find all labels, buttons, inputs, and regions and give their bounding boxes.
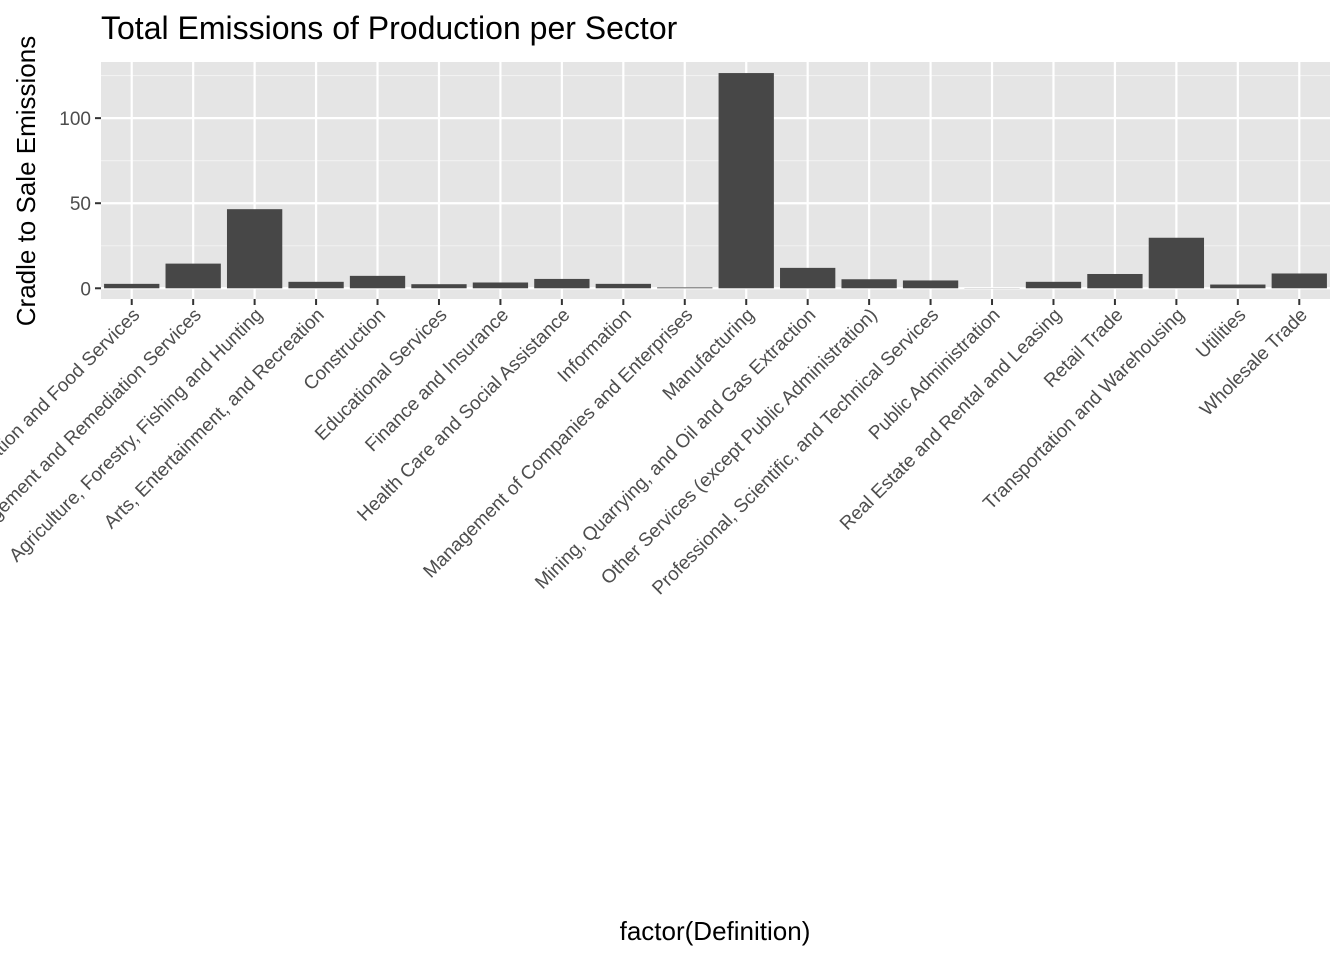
x-tick-label: Real Estate and Rental and Leasing (836, 305, 1066, 535)
bar (1210, 284, 1266, 289)
bar (1025, 281, 1082, 289)
bar (841, 279, 897, 289)
bar (902, 280, 959, 289)
bar (472, 282, 529, 289)
y-tick-label: 0 (80, 279, 91, 300)
bar (226, 209, 283, 289)
x-tick-label: Wholesale Trade (1196, 305, 1312, 421)
x-tick-labels: Accommodation and Food ServicesAdministr… (0, 305, 1312, 791)
x-tick-label: Utilities (1192, 305, 1250, 363)
x-tick-label: Arts, Entertainment, and Recreation (100, 305, 328, 533)
bar (1087, 273, 1143, 289)
bar (534, 278, 590, 289)
bar (780, 267, 836, 289)
bar (1148, 237, 1205, 289)
plot-panel (101, 62, 1330, 299)
grid-lines (101, 62, 1330, 299)
chart-title: Total Emissions of Production per Sector (101, 10, 678, 46)
bar (718, 73, 774, 289)
bar (411, 284, 467, 289)
y-tick-label: 50 (70, 194, 91, 215)
bar (104, 283, 160, 289)
y-axis-title: Cradle to Sale Emissions (11, 36, 41, 326)
x-axis-title: factor(Definition) (620, 916, 811, 946)
x-tick-label: Agriculture, Forestry, Fishing and Hunti… (5, 305, 267, 567)
x-tick-label: Mining, Quarrying, and Oil and Gas Extra… (531, 305, 820, 594)
bars (104, 73, 1327, 289)
axis-ticks (95, 117, 1301, 305)
y-tick-label: 100 (59, 109, 91, 130)
bar (657, 287, 713, 289)
bar (349, 275, 406, 289)
bar (288, 281, 344, 289)
bar (595, 283, 651, 289)
y-tick-labels: 0 50 100 (59, 109, 91, 300)
bar (165, 263, 221, 289)
x-tick-label: Professional, Scientific, and Technical … (648, 305, 943, 600)
bar (1271, 273, 1327, 289)
